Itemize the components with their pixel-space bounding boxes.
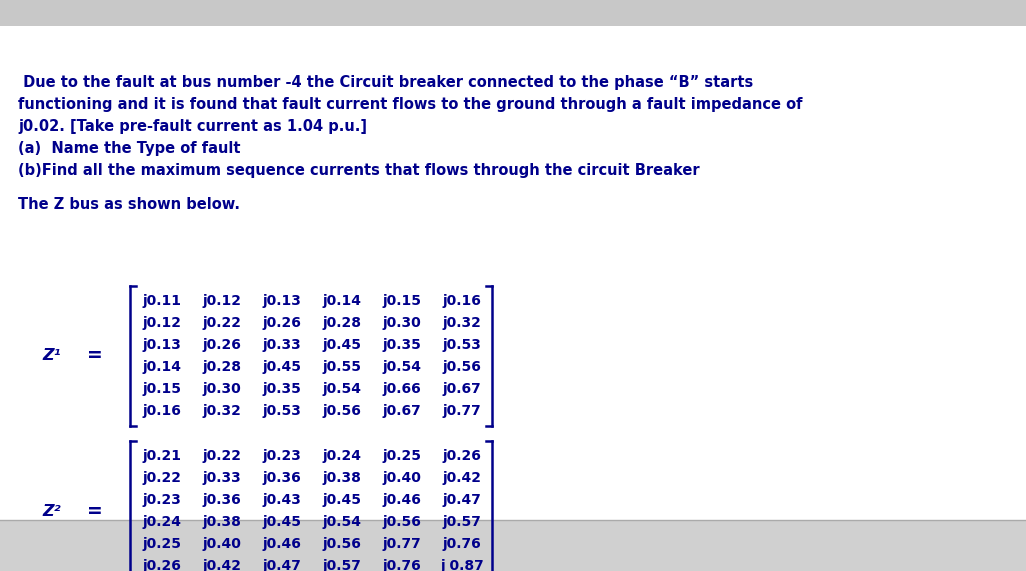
Text: j0.35: j0.35 (263, 382, 302, 396)
Text: Z¹: Z¹ (43, 348, 62, 364)
Text: j0.45: j0.45 (263, 515, 302, 529)
Text: j0.15: j0.15 (143, 382, 182, 396)
Text: j0.76: j0.76 (383, 559, 422, 571)
Text: j0.25: j0.25 (143, 537, 182, 551)
Text: j0.35: j0.35 (383, 338, 422, 352)
Text: j0.26: j0.26 (263, 316, 302, 330)
Text: j0.23: j0.23 (143, 493, 182, 507)
Text: j0.43: j0.43 (263, 493, 302, 507)
Text: j0.14: j0.14 (143, 360, 182, 374)
Text: j0.45: j0.45 (322, 493, 361, 507)
Text: j0.02. [Take pre-fault current as 1.04 p.u.]: j0.02. [Take pre-fault current as 1.04 p… (18, 119, 367, 134)
Text: j0.26: j0.26 (442, 449, 481, 463)
Text: j0.26: j0.26 (202, 338, 241, 352)
Text: j0.46: j0.46 (263, 537, 302, 551)
Text: j0.36: j0.36 (263, 471, 302, 485)
Text: j0.26: j0.26 (143, 559, 182, 571)
Text: j0.55: j0.55 (322, 360, 361, 374)
Text: j0.12: j0.12 (202, 294, 241, 308)
Text: j0.32: j0.32 (202, 404, 241, 418)
Text: j0.28: j0.28 (322, 316, 361, 330)
Text: =: = (87, 347, 103, 365)
Text: j0.30: j0.30 (383, 316, 422, 330)
Text: j0.24: j0.24 (322, 449, 361, 463)
Text: j0.67: j0.67 (442, 382, 481, 396)
Text: j0.32: j0.32 (442, 316, 481, 330)
Text: j0.46: j0.46 (383, 493, 422, 507)
Text: j0.38: j0.38 (322, 471, 361, 485)
Text: j0.54: j0.54 (322, 515, 361, 529)
Text: j0.77: j0.77 (383, 537, 422, 551)
Text: j0.45: j0.45 (322, 338, 361, 352)
Text: j0.45: j0.45 (263, 360, 302, 374)
Text: j0.40: j0.40 (383, 471, 422, 485)
Text: j0.56: j0.56 (322, 537, 361, 551)
Text: j0.66: j0.66 (383, 382, 422, 396)
Text: functioning and it is found that fault current flows to the ground through a fau: functioning and it is found that fault c… (18, 97, 802, 112)
Text: j0.54: j0.54 (383, 360, 422, 374)
Bar (0, 26, 1026, 520)
Text: j0.77: j0.77 (442, 404, 481, 418)
Text: j0.25: j0.25 (383, 449, 422, 463)
Text: j0.56: j0.56 (383, 515, 422, 529)
Text: j0.57: j0.57 (442, 515, 481, 529)
Text: j0.22: j0.22 (202, 316, 241, 330)
Text: j0.24: j0.24 (143, 515, 182, 529)
Text: j0.42: j0.42 (442, 471, 481, 485)
Text: j0.53: j0.53 (442, 338, 481, 352)
Text: j 0.87: j 0.87 (440, 559, 484, 571)
Text: Due to the fault at bus number -4 the Circuit breaker connected to the phase “B”: Due to the fault at bus number -4 the Ci… (18, 75, 753, 90)
Text: j0.23: j0.23 (263, 449, 302, 463)
Text: (a)  Name the Type of fault: (a) Name the Type of fault (18, 141, 240, 156)
Text: j0.56: j0.56 (322, 404, 361, 418)
Text: j0.38: j0.38 (202, 515, 241, 529)
Text: Z²: Z² (43, 504, 62, 518)
Text: The Z bus as shown below.: The Z bus as shown below. (18, 197, 240, 212)
Text: j0.33: j0.33 (263, 338, 302, 352)
Text: j0.53: j0.53 (263, 404, 302, 418)
Text: j0.13: j0.13 (143, 338, 182, 352)
Text: j0.47: j0.47 (442, 493, 481, 507)
Text: j0.22: j0.22 (143, 471, 182, 485)
Bar (0, 520, 1026, 571)
Text: j0.28: j0.28 (202, 360, 241, 374)
Text: j0.42: j0.42 (202, 559, 241, 571)
Text: j0.57: j0.57 (322, 559, 361, 571)
Text: j0.76: j0.76 (442, 537, 481, 551)
Text: j0.16: j0.16 (143, 404, 182, 418)
Text: j0.67: j0.67 (383, 404, 422, 418)
Text: j0.36: j0.36 (202, 493, 241, 507)
Text: j0.12: j0.12 (143, 316, 182, 330)
Text: j0.11: j0.11 (143, 294, 182, 308)
Text: j0.54: j0.54 (322, 382, 361, 396)
Text: j0.22: j0.22 (202, 449, 241, 463)
Text: j0.30: j0.30 (202, 382, 241, 396)
Text: j0.47: j0.47 (263, 559, 302, 571)
Text: =: = (87, 501, 103, 521)
Bar (0, 0, 1026, 26)
Text: j0.56: j0.56 (442, 360, 481, 374)
Text: j0.13: j0.13 (263, 294, 302, 308)
Text: j0.33: j0.33 (202, 471, 241, 485)
Text: j0.15: j0.15 (383, 294, 422, 308)
Text: j0.21: j0.21 (143, 449, 182, 463)
Text: j0.14: j0.14 (322, 294, 361, 308)
Text: (b)Find all the maximum sequence currents that flows through the circuit Breaker: (b)Find all the maximum sequence current… (18, 163, 700, 178)
Text: j0.40: j0.40 (202, 537, 241, 551)
Text: j0.16: j0.16 (442, 294, 481, 308)
